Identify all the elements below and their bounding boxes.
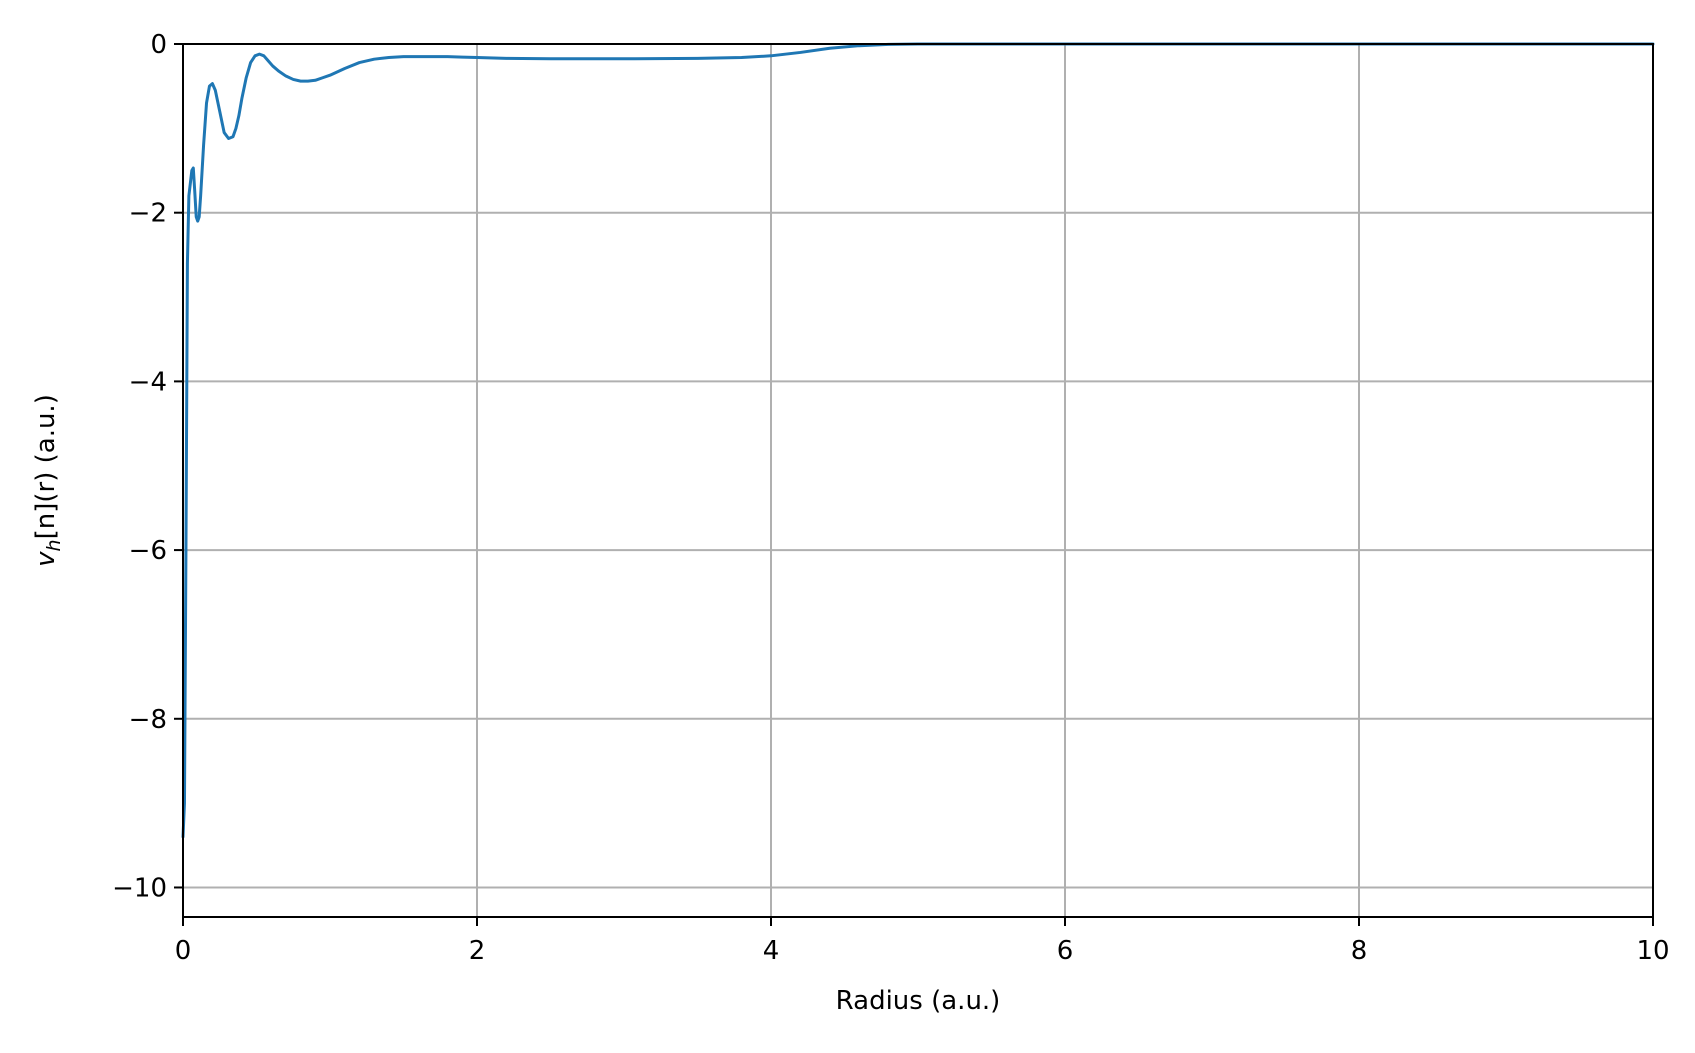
y-tick-label: −10: [112, 873, 167, 903]
x-tick-label: 8: [1351, 936, 1368, 966]
series-line: [181, 42, 1655, 839]
x-tick-label: 4: [763, 936, 780, 966]
y-tick-label: −4: [129, 367, 167, 397]
x-tick-label: 0: [175, 936, 192, 966]
y-tick-label: −8: [129, 705, 167, 735]
y-tick-label: −6: [129, 536, 167, 566]
y-axis-label-base: v: [31, 551, 61, 567]
x-axis-ticks: 0 2 4 6 8 10: [175, 917, 1670, 966]
y-axis-label-rest: [n](r) (a.u.): [31, 394, 61, 539]
x-tick-label: 10: [1636, 936, 1669, 966]
y-tick-label: 0: [150, 30, 167, 60]
x-tick-label: 2: [469, 936, 486, 966]
y-axis-ticks: 0 −2 −4 −6 −8 −10: [112, 30, 183, 903]
series-layer: [181, 42, 1655, 839]
x-tick-label: 6: [1057, 936, 1074, 966]
y-tick-label: −2: [129, 199, 167, 229]
plot-frame: [182, 43, 1654, 918]
x-axis-label: Radius (a.u.): [836, 986, 1001, 1016]
y-axis-label: vh[n](r) (a.u.): [31, 394, 65, 567]
y-axis-label-subscript: h: [43, 539, 65, 551]
